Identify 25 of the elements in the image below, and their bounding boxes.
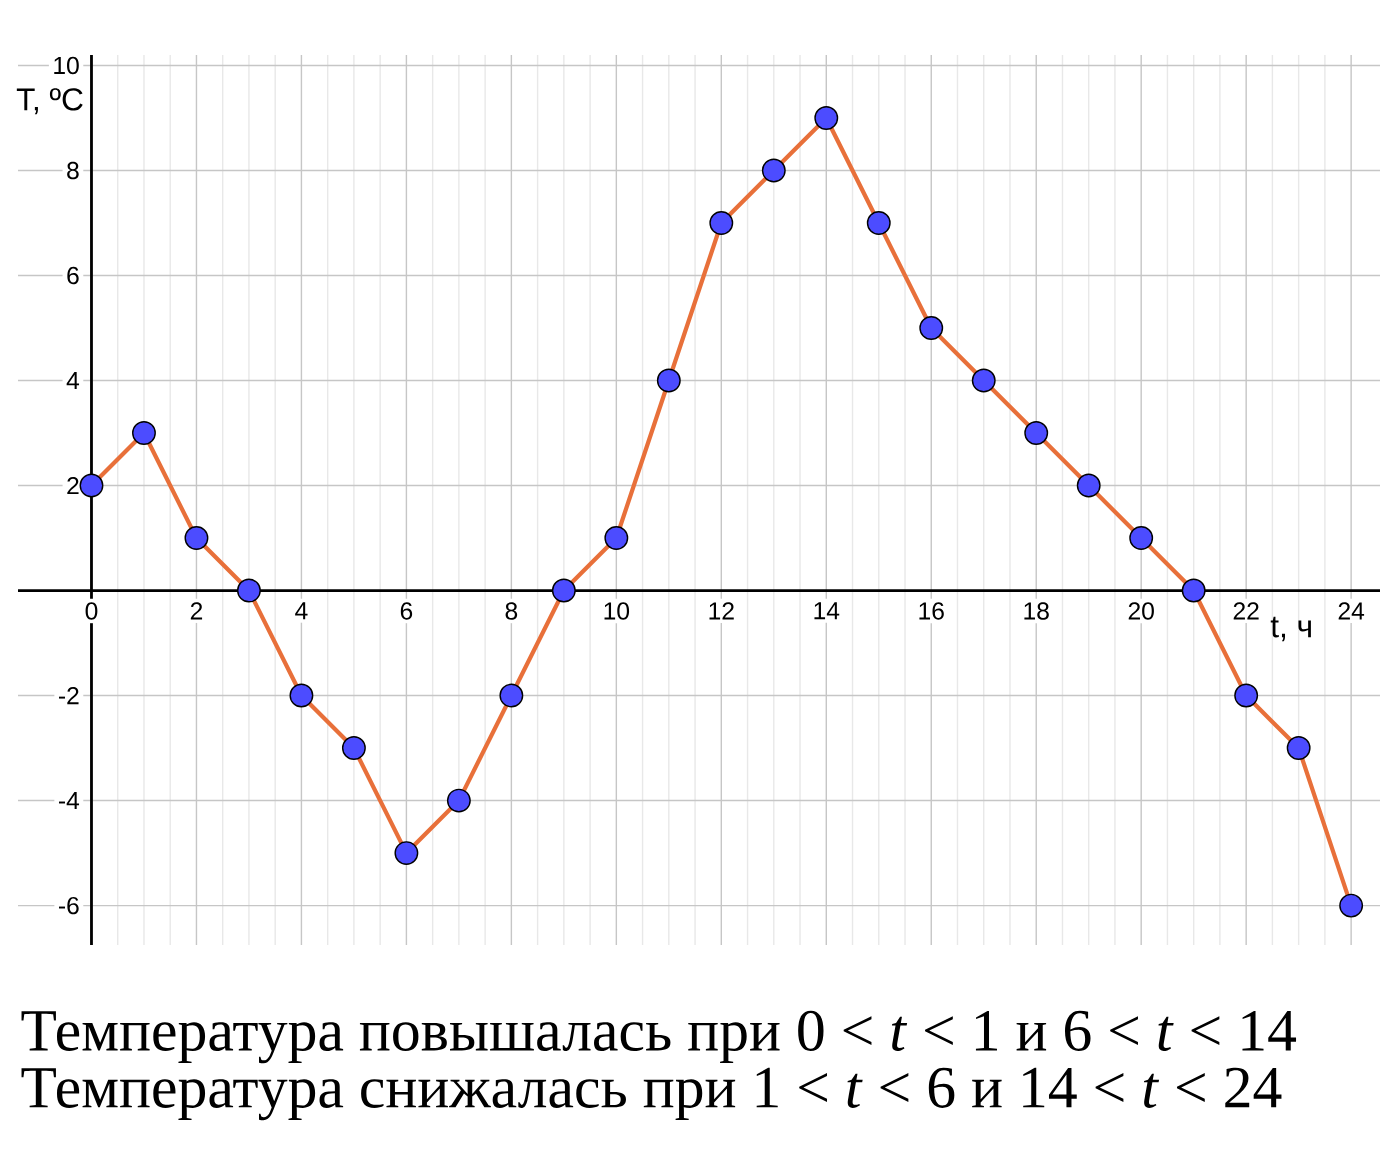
x-tick-label: 22 [1233,602,1259,620]
x-tick-label: 8 [505,602,518,620]
x-axis-title: t, ч [1270,616,1311,642]
y-tick-label: 6 [67,266,79,285]
y-tick-label: 8 [67,161,79,180]
y-tick-label: 4 [66,372,80,389]
x-tick-label: 16 [919,602,944,620]
y-axis-title: T, ºC [16,88,83,115]
y-tick-label: 10 [54,56,79,75]
x-tick-label: 6 [400,602,413,620]
x-tick-label: 24 [1338,602,1365,620]
x-tick-label: 12 [709,602,734,620]
x-tick-label: 0 [85,602,98,620]
x-tick-label: 4 [295,602,308,620]
y-tick-label: -2 [58,687,79,705]
x-tick-label: 14 [814,602,840,620]
x-tick-label: 18 [1024,602,1049,620]
y-tick-label: -6 [58,896,79,915]
y-tick-label: -4 [58,792,80,810]
text: Температура снижалась при 1 < t < 6 и 14 < t < 24 [21,1067,1282,1121]
x-tick-label: 10 [604,602,630,620]
y-tick-label: 2 [67,476,79,495]
text: Температура повышалась при 0 < t < 1 и 6 < t < 14 [21,1010,1297,1064]
x-tick-label: 2 [190,602,203,620]
x-tick-label: 20 [1128,602,1154,620]
